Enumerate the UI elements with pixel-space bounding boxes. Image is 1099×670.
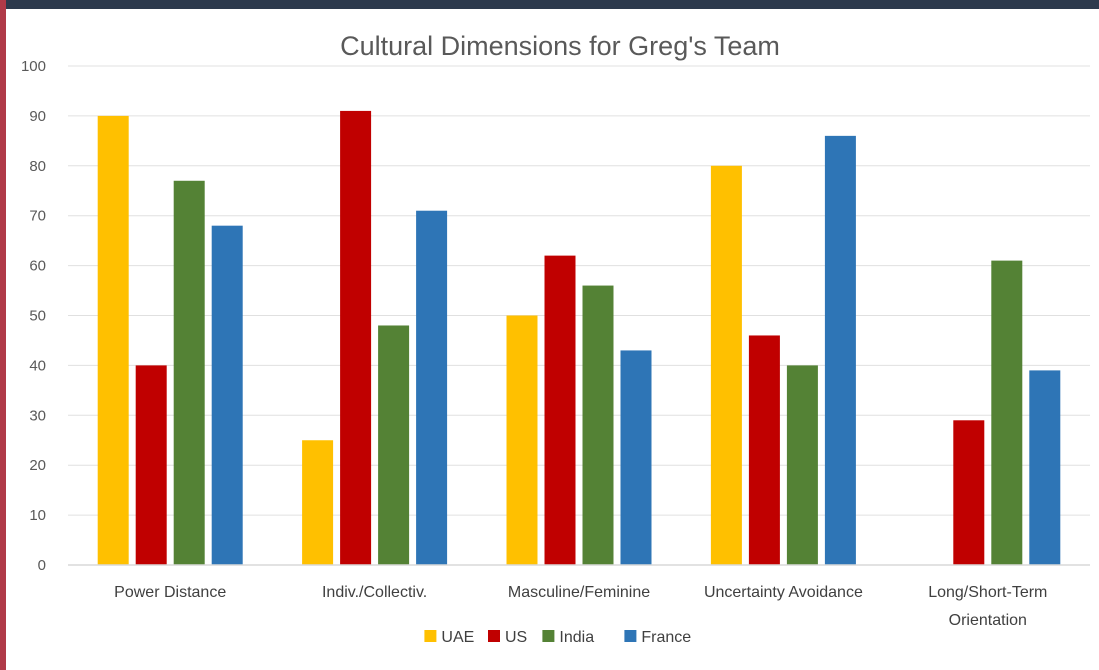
legend-label-india: India (559, 629, 594, 646)
y-tick-label: 40 (29, 357, 46, 374)
y-tick-label: 80 (29, 158, 46, 175)
y-axis-ticks: 0 10 20 30 40 50 60 70 80 90 100 (21, 58, 46, 574)
x-category-label: Uncertainty Avoidance (704, 584, 863, 601)
legend-label-uae: UAE (441, 629, 474, 646)
bar-us-3 (748, 335, 780, 565)
bar-uae-3 (710, 165, 742, 566)
x-axis-labels: Power Distance Indiv./Collectiv. Masculine… (114, 584, 1047, 629)
bar-france-1 (416, 210, 448, 565)
x-category-label: Power Distance (114, 584, 226, 601)
y-tick-label: 100 (21, 58, 46, 75)
bar-india-1 (378, 325, 410, 565)
y-tick-label: 0 (38, 557, 46, 574)
bar-india-4 (991, 260, 1023, 565)
chart-title: Cultural Dimensions for Greg's Team (340, 31, 780, 61)
legend-label-us: US (505, 629, 527, 646)
legend-swatch-india (542, 630, 555, 642)
bar-us-4 (953, 420, 985, 565)
bar-uae-2 (506, 315, 538, 565)
top-border-bar (0, 0, 1099, 9)
y-tick-label: 10 (29, 507, 46, 524)
y-tick-label: 20 (29, 457, 46, 474)
legend-swatch-france (624, 630, 637, 642)
x-category-label: Long/Short-Term (928, 584, 1047, 601)
bar-india-3 (786, 365, 818, 565)
bar-france-4 (1029, 370, 1061, 565)
y-tick-label: 30 (29, 407, 46, 424)
gridlines (68, 65, 1090, 516)
bar-us-2 (544, 255, 576, 565)
legend-label-france: France (641, 629, 691, 646)
x-category-label: Orientation (949, 612, 1027, 629)
y-tick-label: 70 (29, 208, 46, 225)
x-category-label: Masculine/Feminine (508, 584, 650, 601)
y-tick-label: 90 (29, 108, 46, 125)
bar-uae-0 (97, 115, 129, 566)
y-tick-label: 50 (29, 308, 46, 325)
bar-france-3 (824, 135, 856, 566)
bar-us-0 (135, 365, 167, 565)
bar-france-2 (620, 350, 652, 565)
legend-swatch-us (488, 630, 500, 642)
y-tick-label: 60 (29, 258, 46, 275)
x-category-label: Indiv./Collectiv. (322, 584, 427, 601)
bar-india-2 (582, 285, 614, 565)
legend: UAE US India France (424, 629, 691, 646)
legend-swatch-uae (424, 630, 437, 642)
bar-france-0 (211, 225, 243, 565)
left-border-bar (0, 0, 6, 670)
bar-uae-1 (302, 440, 334, 565)
bar-india-0 (173, 180, 205, 565)
bars (97, 110, 1061, 566)
bar-us-1 (340, 110, 372, 565)
